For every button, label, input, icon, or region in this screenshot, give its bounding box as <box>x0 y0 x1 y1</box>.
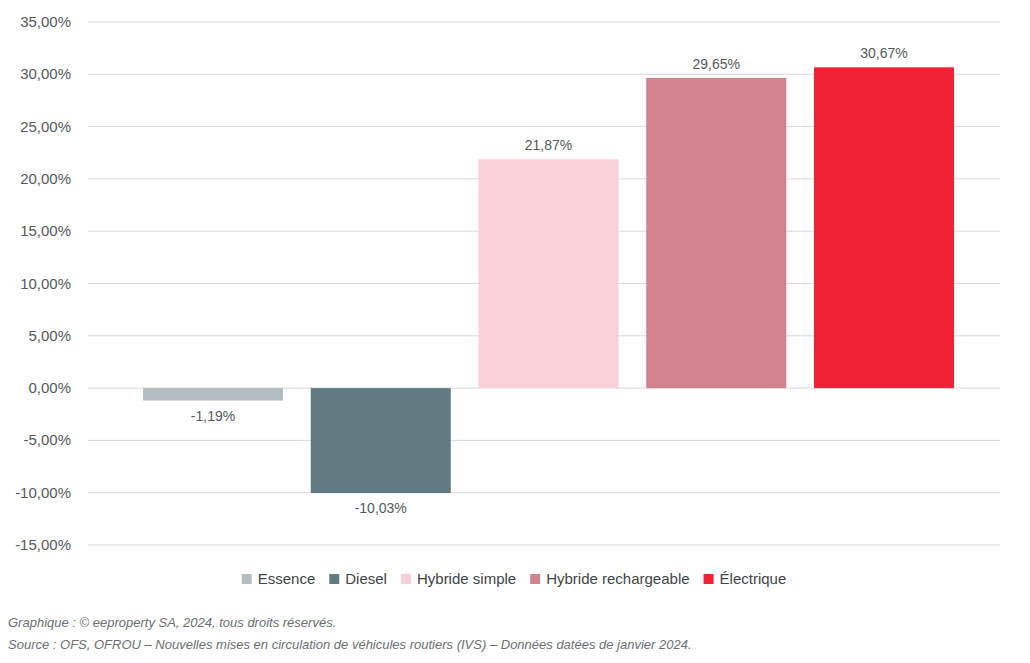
y-tick-label: 5,00% <box>28 327 71 344</box>
footnote: Graphique : © eeproperty SA, 2024, tous … <box>8 615 336 630</box>
grid-line <box>88 440 1000 441</box>
legend-label: Hybride simple <box>417 570 516 587</box>
y-tick-label: 0,00% <box>28 379 71 396</box>
legend-label: Diesel <box>345 570 387 587</box>
y-axis: -15,00% -10,00% -5,00% 0,00% 5,00% 10,00% 15,0… <box>15 13 71 553</box>
legend-swatch <box>242 574 252 584</box>
y-tick-label: 30,00% <box>20 65 71 82</box>
footnote: Source : OFS, OFROU – Nouvelles mises en… <box>8 637 692 652</box>
y-tick-label: 35,00% <box>20 13 71 30</box>
y-tick-label: -5,00% <box>23 431 71 448</box>
legend: Essence Diesel Hybride simple Hybride recha… <box>242 570 787 587</box>
legend-swatch <box>530 574 540 584</box>
bar <box>814 67 954 388</box>
legend-label: Électrique <box>720 570 787 587</box>
y-tick-label: 10,00% <box>20 275 71 292</box>
data-labels: -1,19% -10,03% 21,87% 29,65% 30,67% <box>191 45 908 516</box>
y-tick-label: 20,00% <box>20 170 71 187</box>
grid-line <box>88 492 1000 493</box>
y-tick-label: 25,00% <box>20 118 71 135</box>
chart: -15,00% -10,00% -5,00% 0,00% 5,00% 10,00% 15,0… <box>0 0 1030 663</box>
bar <box>479 159 619 388</box>
bar <box>311 388 451 493</box>
data-label: 30,67% <box>860 45 907 61</box>
grid <box>88 22 1000 545</box>
legend-swatch <box>704 574 714 584</box>
bar <box>646 78 786 388</box>
y-tick-label: -10,00% <box>15 484 71 501</box>
legend-swatch <box>329 574 339 584</box>
grid-line <box>88 545 1000 546</box>
y-tick-label: 15,00% <box>20 222 71 239</box>
grid-line <box>88 22 1000 23</box>
bar <box>143 388 283 400</box>
legend-label: Essence <box>258 570 316 587</box>
data-label: 21,87% <box>525 137 572 153</box>
y-tick-label: -15,00% <box>15 536 71 553</box>
data-label: -1,19% <box>191 408 235 424</box>
bars <box>143 67 954 493</box>
data-label: -10,03% <box>355 500 407 516</box>
legend-swatch <box>401 574 411 584</box>
footnotes: Graphique : © eeproperty SA, 2024, tous … <box>8 615 692 652</box>
data-label: 29,65% <box>693 56 740 72</box>
legend-label: Hybride rechargeable <box>546 570 689 587</box>
